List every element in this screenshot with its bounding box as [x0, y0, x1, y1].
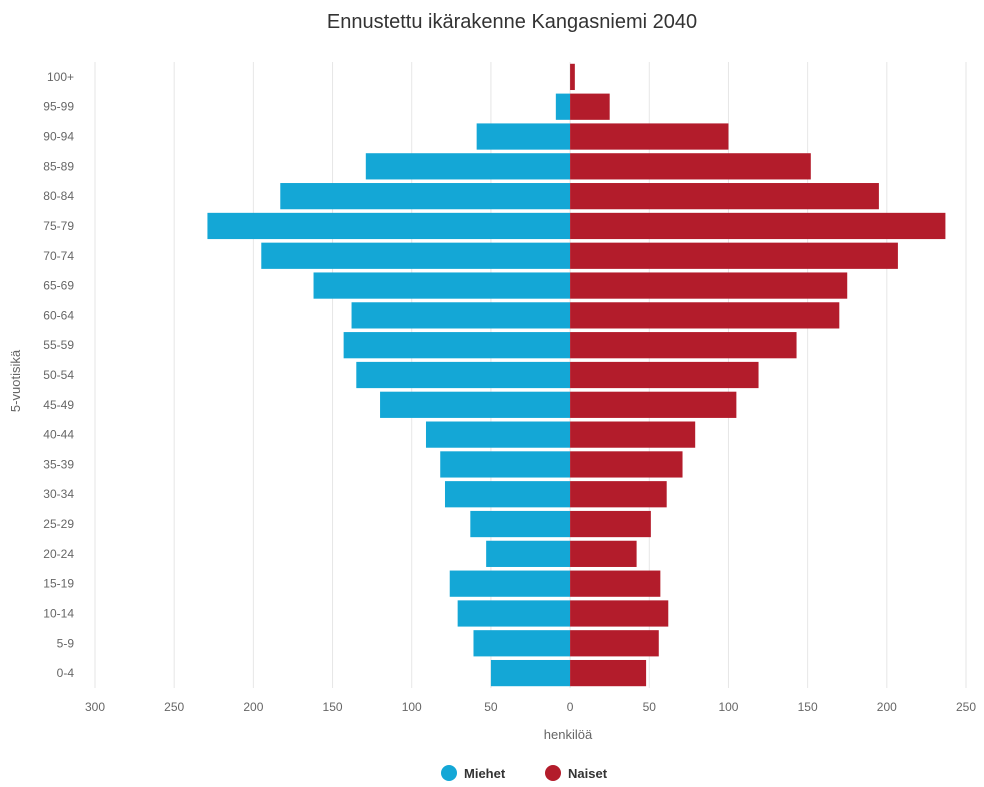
bar-miehet-25-29: [470, 510, 571, 538]
y-tick-label: 95-99: [43, 100, 74, 114]
x-tick-label: 100: [402, 700, 422, 714]
bar-miehet-95-99: [555, 93, 571, 120]
y-tick-label: 85-89: [43, 159, 74, 173]
x-tick-label: 200: [243, 700, 263, 714]
y-tick-label: 0-4: [57, 666, 75, 680]
x-tick-label: 250: [164, 700, 184, 714]
bar-naiset-35-39: [570, 451, 683, 478]
bar-miehet-10-14: [457, 600, 571, 627]
bar-naiset-50-54: [570, 361, 759, 389]
bar-naiset-55-59: [570, 332, 797, 359]
y-tick-label: 70-74: [43, 249, 74, 263]
x-axis-tick-labels: 300 250 200 150 100 50 0 50 100 150 200 250: [85, 700, 976, 714]
bar-naiset-70-74: [570, 242, 898, 269]
bar-naiset-10-14: [570, 600, 669, 627]
x-tick-label: 0: [567, 700, 574, 714]
bar-naiset-40-44: [570, 421, 696, 448]
y-tick-label: 60-64: [43, 308, 74, 322]
legend-marker-miehet: [441, 765, 457, 781]
bar-naiset-90-94: [570, 123, 729, 150]
y-tick-label: 35-39: [43, 457, 74, 471]
bar-miehet-30-34: [444, 481, 571, 508]
bar-naiset-30-34: [570, 481, 667, 508]
bar-naiset-15-19: [570, 570, 661, 597]
bar-naiset-25-29: [570, 510, 651, 538]
bar-naiset-100+: [570, 63, 575, 91]
bar-miehet-0-4: [490, 659, 571, 687]
legend: Miehet Naiset: [441, 765, 608, 781]
y-tick-label: 20-24: [43, 547, 74, 561]
y-tick-label: 100+: [47, 70, 74, 84]
bar-miehet-5-9: [473, 630, 571, 657]
bar-miehet-90-94: [476, 123, 571, 150]
y-tick-label: 75-79: [43, 219, 74, 233]
bar-naiset-20-24: [570, 540, 637, 567]
y-tick-label: 55-59: [43, 338, 74, 352]
bar-naiset-95-99: [570, 93, 610, 120]
y-tick-label: 65-69: [43, 279, 74, 293]
y-tick-label: 25-29: [43, 517, 74, 531]
y-axis-tick-labels: 0-4 5-9 10-14 15-19 20-24 25-29 30-34 35-39 40-4…: [43, 70, 74, 680]
x-axis-title: henkilöä: [544, 727, 593, 742]
bar-miehet-65-69: [313, 272, 571, 299]
bar-naiset-65-69: [570, 272, 848, 299]
x-tick-label: 50: [484, 700, 498, 714]
legend-marker-naiset: [545, 765, 561, 781]
y-tick-label: 15-19: [43, 577, 74, 591]
bars: [207, 63, 946, 687]
bar-naiset-85-89: [570, 153, 811, 180]
bar-miehet-75-79: [207, 212, 571, 240]
bar-miehet-50-54: [356, 361, 571, 389]
legend-label-naiset: Naiset: [568, 766, 608, 781]
bar-miehet-40-44: [425, 421, 571, 448]
bar-miehet-55-59: [343, 332, 571, 359]
x-tick-label: 200: [877, 700, 897, 714]
bar-miehet-20-24: [486, 540, 571, 567]
legend-label-miehet: Miehet: [464, 766, 506, 781]
y-tick-label: 80-84: [43, 189, 74, 203]
x-tick-label: 150: [323, 700, 343, 714]
y-tick-label: 50-54: [43, 368, 74, 382]
y-tick-label: 90-94: [43, 130, 74, 144]
bar-miehet-60-64: [351, 302, 571, 329]
x-tick-label: 300: [85, 700, 105, 714]
x-tick-label: 150: [798, 700, 818, 714]
bar-naiset-75-79: [570, 212, 946, 240]
bar-naiset-80-84: [570, 183, 879, 210]
bar-miehet-70-74: [261, 242, 571, 269]
x-tick-label: 100: [718, 700, 738, 714]
y-tick-label: 30-34: [43, 487, 74, 501]
bar-miehet-80-84: [280, 183, 571, 210]
bar-miehet-15-19: [449, 570, 571, 597]
bar-miehet-45-49: [380, 391, 571, 418]
y-tick-label: 10-14: [43, 606, 74, 620]
chart-title: Ennustettu ikärakenne Kangasniemi 2040: [327, 11, 697, 33]
bar-naiset-5-9: [570, 630, 659, 657]
x-tick-label: 250: [956, 700, 976, 714]
y-tick-label: 45-49: [43, 398, 74, 412]
bar-miehet-35-39: [440, 451, 571, 478]
y-axis-title: 5-vuotisikä: [8, 349, 23, 412]
y-tick-label: 5-9: [57, 636, 75, 650]
x-tick-label: 50: [643, 700, 657, 714]
bar-naiset-45-49: [570, 391, 737, 418]
bar-naiset-60-64: [570, 302, 840, 329]
y-tick-label: 40-44: [43, 428, 74, 442]
bar-miehet-85-89: [365, 153, 571, 180]
bar-naiset-0-4: [570, 659, 647, 687]
